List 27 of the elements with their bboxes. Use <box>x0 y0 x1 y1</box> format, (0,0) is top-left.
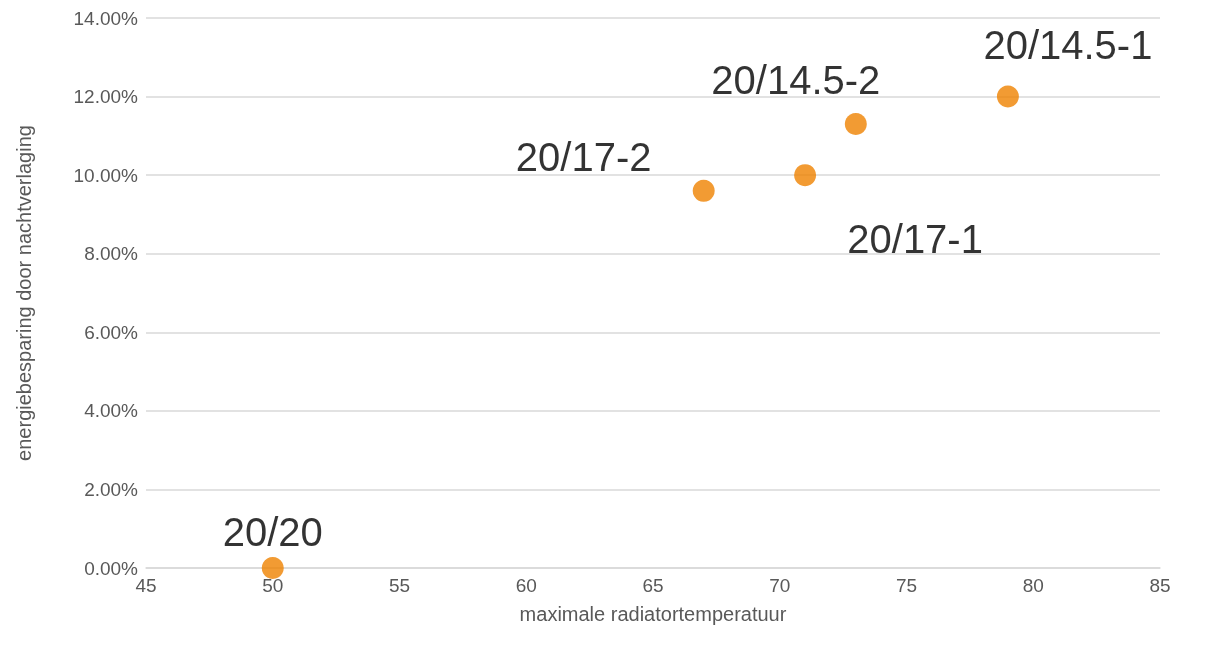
y-tick-label: 6.00% <box>84 321 139 343</box>
x-tick-label: 75 <box>895 575 918 596</box>
x-tick-label: 85 <box>1149 575 1171 596</box>
x-tick-label: 60 <box>515 575 537 596</box>
y-tick-label: 8.00% <box>84 243 139 265</box>
x-tick-label: 80 <box>1022 575 1044 596</box>
y-tick-label: 12.00% <box>73 86 139 108</box>
x-tick-label: 55 <box>388 575 411 596</box>
y-tick-label: 2.00% <box>84 478 139 500</box>
y-tick-label: 4.00% <box>84 400 139 422</box>
point <box>261 557 284 579</box>
x-tick-label: 70 <box>769 575 791 596</box>
y-axis-title: energiebesparing door nachtverlaging <box>13 125 35 461</box>
point <box>794 164 817 187</box>
annotation: 20/14.5-1 <box>983 22 1153 67</box>
point <box>692 179 715 202</box>
x-axis-title: maximale radiatortemperatuur <box>519 603 787 625</box>
y-tick-label: 14.00% <box>73 7 139 29</box>
annotation: 20/14.5-2 <box>711 58 881 103</box>
annotation: 20/17-2 <box>515 134 652 179</box>
annotation: 20/20 <box>222 510 323 554</box>
y-tick-label: 10.00% <box>73 164 139 186</box>
x-tick-label: 65 <box>642 575 664 596</box>
point <box>844 113 867 136</box>
x-tick-label: 50 <box>262 575 284 596</box>
annotation: 20/17-1 <box>847 217 983 262</box>
point <box>996 85 1019 108</box>
